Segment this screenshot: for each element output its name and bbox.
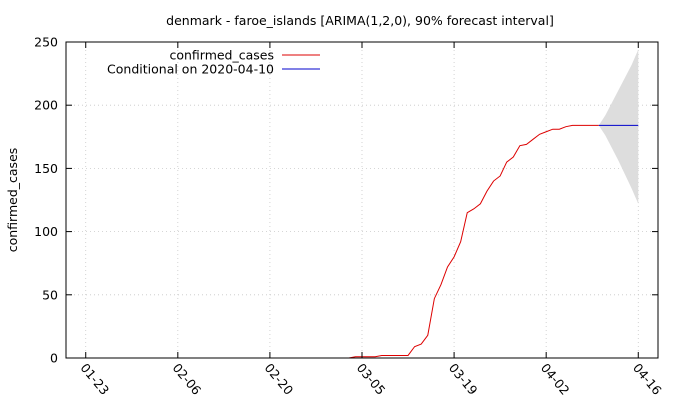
- x-tick-label: 03-05: [354, 360, 389, 397]
- grid-lines: [66, 42, 658, 358]
- x-tick-label: 02-06: [170, 360, 205, 398]
- y-tick-label: 250: [34, 35, 58, 50]
- series-lines: [85, 124, 639, 359]
- x-axis-ticks: 01-23 02-06 02-20 03-05 03-19 04-02 04-16: [77, 42, 665, 398]
- x-tick-label: 03-19: [446, 360, 481, 398]
- y-tick-label: 50: [42, 287, 58, 302]
- forecast-interval: [598, 49, 639, 204]
- x-tick-label: 01-23: [77, 360, 112, 397]
- x-tick-label: 02-20: [262, 360, 297, 398]
- y-axis-label: confirmed_cases: [5, 148, 20, 253]
- x-tick-label: 04-16: [630, 360, 665, 398]
- forecast-interval-band: [598, 49, 639, 204]
- legend-label: confirmed_cases: [169, 48, 274, 63]
- chart-title: denmark - faroe_islands [ARIMA(1,2,0), 9…: [166, 13, 554, 28]
- legend-label: Conditional on 2020-04-10: [107, 62, 274, 77]
- y-tick-label: 0: [50, 351, 58, 366]
- confirmed-cases-line: [85, 124, 599, 359]
- y-axis-ticks: 0 50 100 150 200 250: [34, 35, 658, 366]
- y-tick-label: 150: [34, 161, 58, 176]
- y-tick-label: 100: [34, 224, 58, 239]
- x-tick-label: 04-02: [538, 360, 573, 397]
- y-tick-label: 200: [34, 98, 58, 113]
